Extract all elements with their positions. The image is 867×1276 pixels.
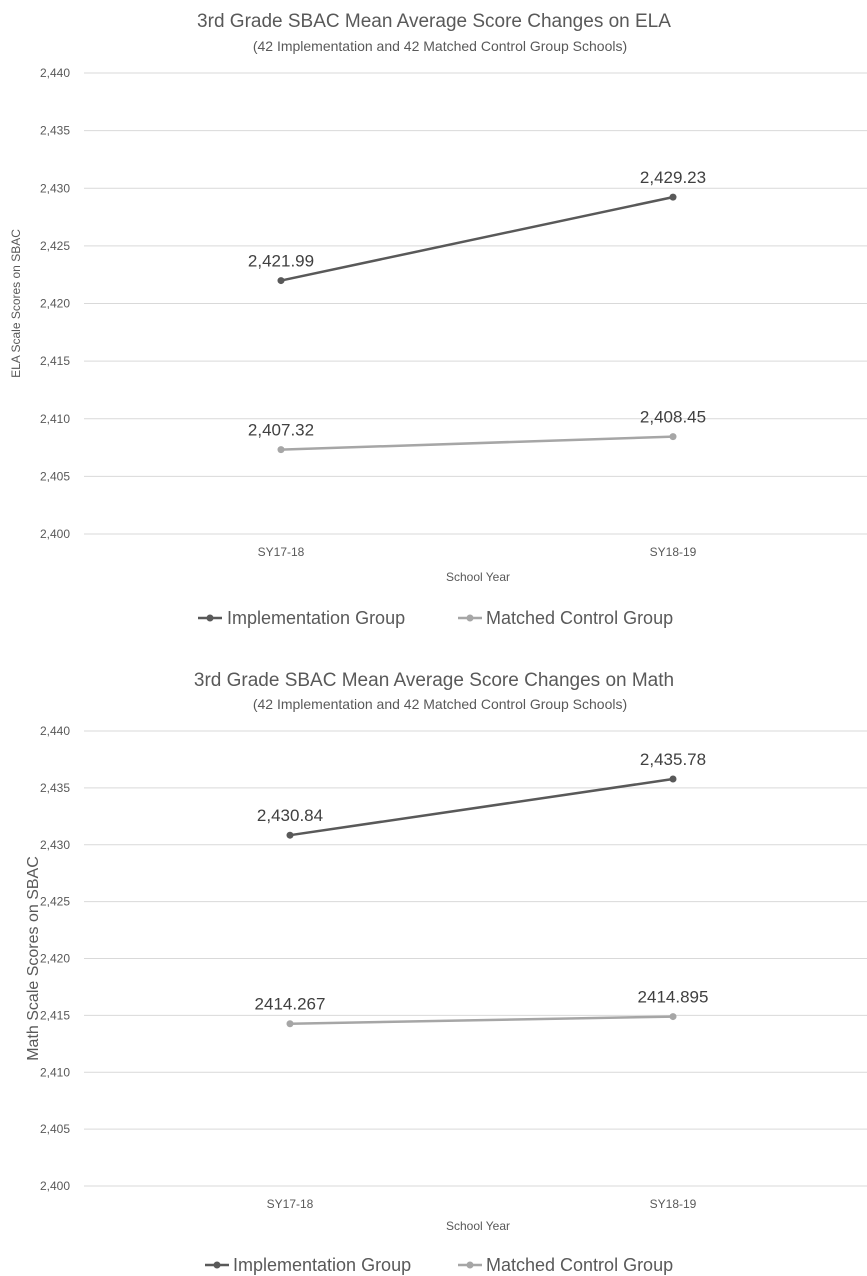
y-tick-label: 2,415 (40, 354, 70, 368)
y-tick-label: 2,410 (40, 412, 70, 426)
x-tick-label: SY17-18 (258, 545, 305, 559)
chart-title: 3rd Grade SBAC Mean Average Score Change… (194, 670, 674, 691)
y-tick-label: 2,410 (40, 1065, 70, 1079)
data-label: 2,408.45 (640, 408, 706, 427)
data-point (277, 277, 285, 285)
y-tick-label: 2,420 (40, 952, 70, 966)
data-label: 2,435.78 (640, 750, 706, 769)
legend-label: Matched Control Group (486, 608, 673, 628)
data-point (286, 1020, 294, 1028)
data-point (669, 193, 677, 201)
chart-ela: 3rd Grade SBAC Mean Average Score Change… (9, 11, 867, 628)
x-axis-title: School Year (446, 570, 510, 584)
y-tick-label: 2,425 (40, 239, 70, 253)
y-tick-label: 2,435 (40, 124, 70, 138)
legend-label: Implementation Group (227, 608, 405, 628)
data-label: 2,421.99 (248, 252, 314, 271)
y-tick-label: 2,430 (40, 838, 70, 852)
y-tick-label: 2,440 (40, 66, 70, 80)
data-point (669, 775, 677, 783)
chart-subtitle: (42 Implementation and 42 Matched Contro… (253, 696, 627, 712)
y-tick-label: 2,415 (40, 1008, 70, 1022)
data-label: 2414.267 (255, 995, 326, 1014)
x-tick-label: SY18-19 (650, 1197, 697, 1211)
data-point (669, 433, 677, 441)
y-tick-label: 2,425 (40, 895, 70, 909)
data-point (669, 1013, 677, 1021)
y-tick-label: 2,400 (40, 527, 70, 541)
y-axis-title: ELA Scale Scores on SBAC (9, 229, 23, 378)
series-line (289, 1015, 674, 1025)
legend-swatch-marker (466, 614, 474, 622)
data-label: 2,407.32 (248, 421, 314, 440)
y-tick-label: 2,430 (40, 181, 70, 195)
data-point (286, 831, 294, 839)
y-tick-label: 2,420 (40, 297, 70, 311)
data-point (277, 446, 285, 454)
y-tick-label: 2,405 (40, 1122, 70, 1136)
legend-swatch-marker (206, 614, 214, 622)
x-axis-title: School Year (446, 1219, 510, 1233)
y-tick-label: 2,435 (40, 781, 70, 795)
legend-label: Matched Control Group (486, 1255, 673, 1275)
data-label: 2,429.23 (640, 168, 706, 187)
y-tick-label: 2,400 (40, 1179, 70, 1193)
y-tick-label: 2,405 (40, 469, 70, 483)
x-tick-label: SY17-18 (267, 1197, 314, 1211)
legend-label: Implementation Group (233, 1255, 411, 1275)
y-tick-label: 2,440 (40, 724, 70, 738)
y-axis-title: Math Scale Scores on SBAC (25, 856, 42, 1061)
data-label: 2,430.84 (257, 806, 323, 825)
x-tick-label: SY18-19 (650, 545, 697, 559)
data-label: 2414.895 (638, 988, 709, 1007)
legend-swatch-marker (213, 1261, 221, 1269)
chart-subtitle: (42 Implementation and 42 Matched Contro… (253, 38, 627, 54)
series-line (289, 777, 674, 837)
chart-math: 3rd Grade SBAC Mean Average Score Change… (25, 670, 867, 1275)
legend-swatch-marker (466, 1261, 474, 1269)
series-line (280, 435, 674, 451)
chart-title: 3rd Grade SBAC Mean Average Score Change… (197, 11, 671, 32)
series-line (280, 195, 674, 282)
